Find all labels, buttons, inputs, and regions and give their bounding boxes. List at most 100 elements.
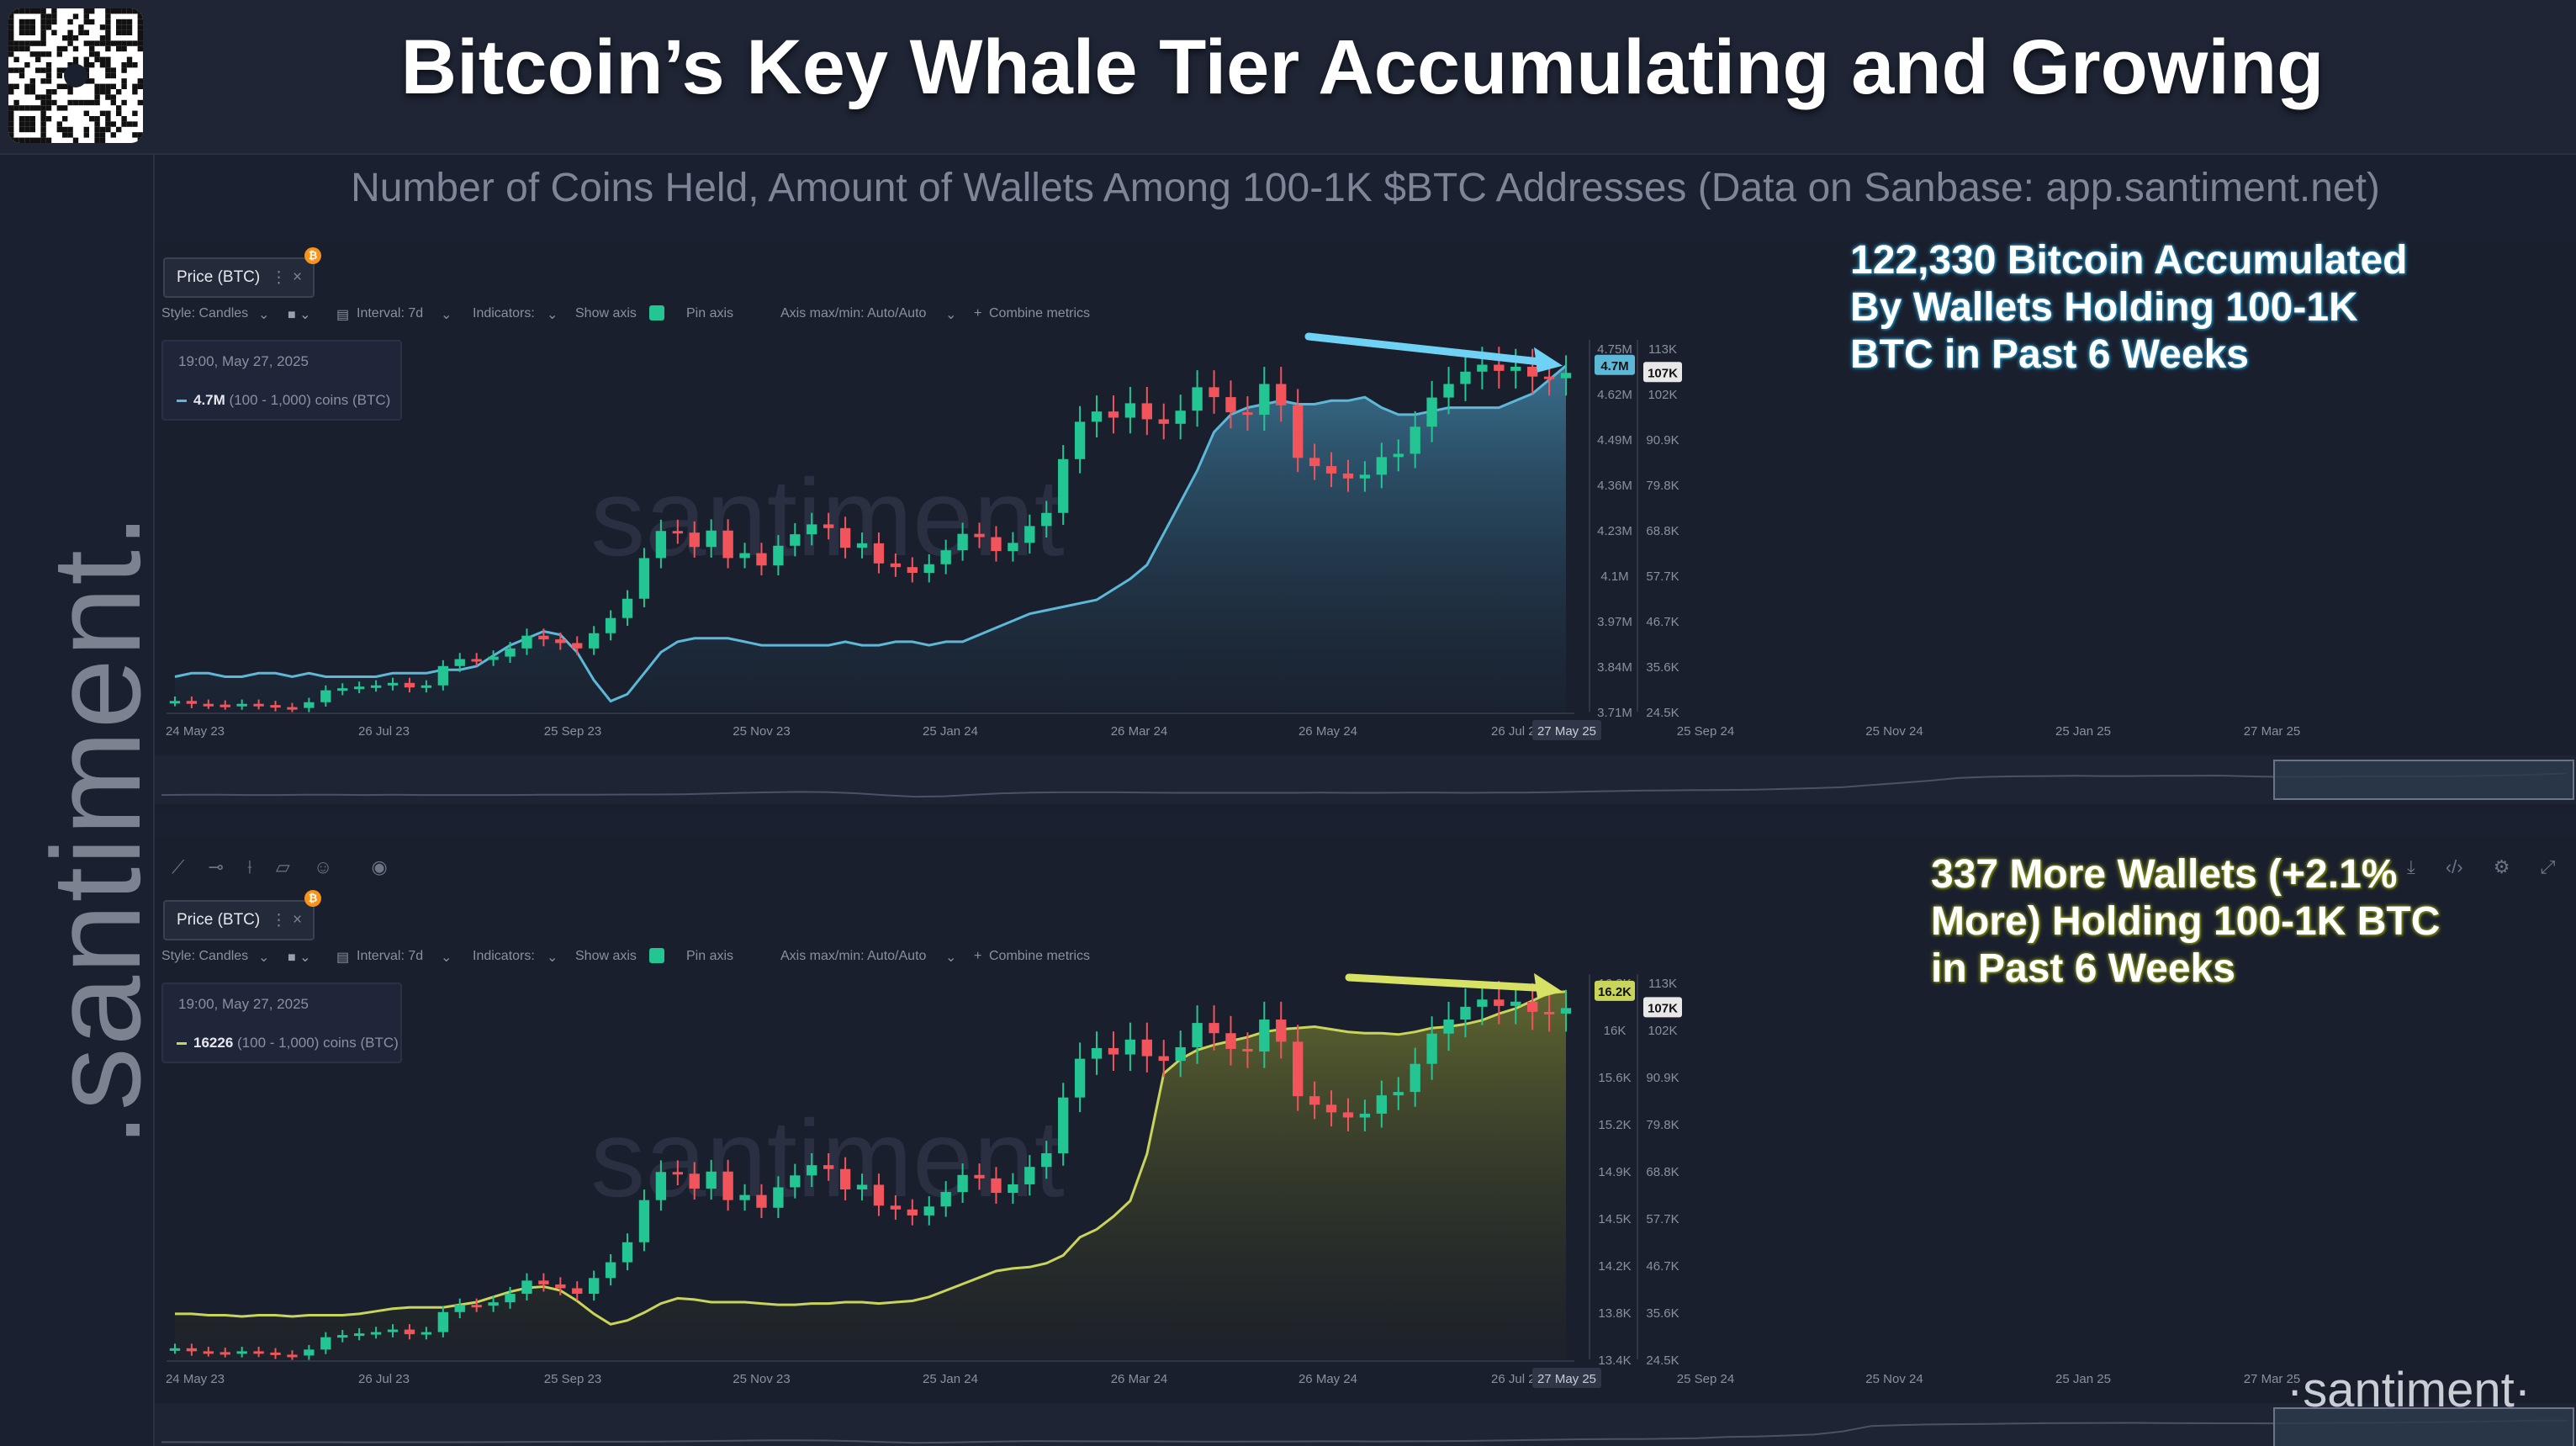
qr-module: [40, 99, 46, 106]
metric-price-btc-button[interactable]: Price (BTC) ⋮ ×: [163, 257, 315, 298]
metric-axis-tick: 4.49M: [1597, 433, 1632, 448]
chevron-down-icon[interactable]: ⌄: [945, 951, 957, 965]
vertical-line-icon[interactable]: ⟊: [247, 856, 252, 877]
price-candle: [270, 1352, 281, 1355]
color-swatch[interactable]: ■ ⌄: [288, 308, 311, 322]
show-axis-checkbox[interactable]: [649, 305, 664, 320]
pin-axis-toggle[interactable]: Pin axis: [686, 949, 734, 963]
interval-select[interactable]: Interval: 7d: [357, 306, 424, 320]
price-candle: [1325, 466, 1337, 474]
minimap-line: [161, 772, 2568, 798]
qr-module: [40, 137, 46, 143]
qr-module: [8, 110, 14, 116]
qr-module: [29, 19, 35, 25]
qr-module: [62, 116, 68, 122]
price-candle: [991, 537, 1002, 552]
qr-module: [94, 89, 100, 95]
qr-module: [13, 45, 19, 52]
qr-module: [132, 89, 138, 95]
qr-module: [8, 89, 14, 95]
price-candle: [957, 1174, 968, 1193]
combine-metrics-button[interactable]: Combine metrics: [989, 306, 1091, 320]
settings-icon[interactable]: ⚙: [2493, 856, 2510, 877]
qr-module: [56, 45, 62, 52]
qr-module: [121, 116, 127, 122]
style-select[interactable]: Style: Candles: [161, 306, 249, 320]
calendar-icon: ▤: [336, 951, 350, 965]
price-candle: [505, 648, 516, 657]
qr-module: [132, 83, 138, 89]
chevron-down-icon[interactable]: ⌄: [441, 951, 452, 965]
price-candle: [1527, 1001, 1538, 1012]
chevron-down-icon[interactable]: ⌄: [258, 951, 270, 965]
minimap-selection: [2273, 760, 2574, 800]
qr-module: [126, 121, 133, 127]
show-axis-checkbox[interactable]: [649, 948, 664, 963]
pin-axis-toggle[interactable]: Pin axis: [686, 306, 734, 320]
annotation-line: More) Holding 100-1K BTC: [1931, 899, 2441, 944]
metric-price-btc-button[interactable]: Price (BTC) ⋮ ×: [163, 900, 315, 940]
chevron-down-icon[interactable]: ⌄: [547, 308, 558, 322]
fullscreen-icon[interactable]: ⤢: [2540, 856, 2556, 877]
close-icon[interactable]: ×: [293, 268, 303, 286]
chevron-down-icon[interactable]: ⌄: [441, 308, 452, 322]
qr-module: [29, 78, 35, 84]
price-candle: [1426, 397, 1437, 427]
qr-module: [8, 35, 14, 41]
arrow-head: [1534, 972, 1563, 998]
qr-module: [105, 110, 111, 116]
chevron-down-icon[interactable]: ⌄: [258, 308, 270, 322]
price-candle: [1342, 1112, 1354, 1118]
indicators-select[interactable]: Indicators:: [473, 306, 535, 320]
embed-icon[interactable]: ‹/›: [2445, 856, 2463, 877]
emoji-icon[interactable]: ☺: [313, 856, 333, 877]
download-icon[interactable]: ⤓: [2407, 856, 2415, 877]
metric-axis-tick: 4.1M: [1600, 569, 1628, 584]
style-select[interactable]: Style: Candles: [161, 949, 249, 963]
price-candle: [790, 1175, 801, 1188]
qr-module: [126, 19, 133, 25]
price-candle: [1393, 1092, 1404, 1096]
price-candle: [1543, 1011, 1555, 1014]
calendar-icon: ▤: [336, 308, 350, 322]
ray-tool-icon[interactable]: ⊸: [208, 856, 224, 877]
santiment-vertical-logo: .santiment.: [25, 511, 167, 1147]
axis-minmax-select[interactable]: Axis max/min: Auto/Auto: [780, 306, 927, 320]
price-candle: [1124, 1039, 1136, 1055]
axis-minmax-select[interactable]: Axis max/min: Auto/Auto: [780, 949, 927, 963]
qr-module: [56, 67, 62, 73]
interval-select[interactable]: Interval: 7d: [357, 949, 424, 963]
price-candle: [1008, 1184, 1018, 1194]
qr-module: [132, 40, 138, 46]
qr-module: [94, 83, 100, 89]
qr-module: [24, 137, 30, 143]
chevron-down-icon[interactable]: ⌄: [547, 951, 558, 965]
combine-metrics-button[interactable]: Combine metrics: [989, 949, 1091, 963]
price-candle: [1309, 1096, 1320, 1105]
line-tool-icon[interactable]: ⟋: [172, 856, 185, 877]
price-candle: [790, 534, 801, 546]
price-candle: [370, 685, 382, 688]
qr-module: [45, 62, 52, 68]
eye-icon[interactable]: ◉: [371, 856, 388, 877]
color-swatch[interactable]: ■ ⌄: [288, 951, 311, 965]
price-candle: [689, 532, 700, 548]
price-candle: [287, 1354, 298, 1358]
more-icon[interactable]: ⋮: [271, 269, 287, 287]
qr-module: [67, 83, 73, 89]
price-candle: [186, 701, 198, 704]
qr-module: [24, 116, 30, 122]
close-icon[interactable]: ×: [293, 911, 303, 929]
qr-module: [116, 40, 122, 46]
more-icon[interactable]: ⋮: [271, 912, 287, 930]
price-candle: [1259, 384, 1270, 416]
chevron-down-icon[interactable]: ⌄: [945, 308, 957, 322]
price-candle: [1443, 384, 1454, 398]
note-icon[interactable]: ▱: [275, 856, 290, 877]
price-candle: [421, 685, 432, 688]
price-axis-tick: 35.6K: [1646, 1306, 1679, 1321]
qr-module: [8, 13, 14, 19]
price-candle: [1510, 1001, 1521, 1006]
indicators-select[interactable]: Indicators:: [473, 949, 535, 963]
minimap: [155, 1403, 2576, 1446]
